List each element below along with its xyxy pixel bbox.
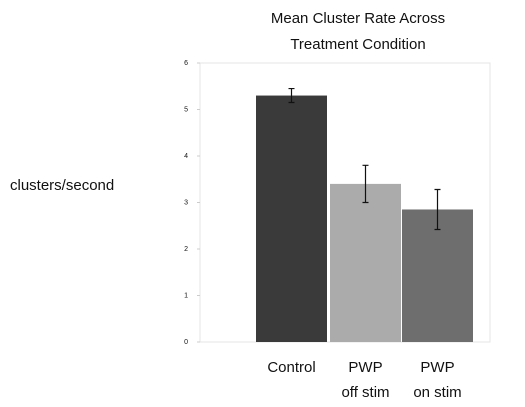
bar xyxy=(256,95,327,342)
x-tick-label: Control xyxy=(267,359,315,376)
y-tick-label: 2 xyxy=(184,246,188,253)
bar xyxy=(330,183,401,342)
y-tick-label: 5 xyxy=(184,106,188,113)
y-tick-label: 3 xyxy=(184,199,188,206)
chart-title: Mean Cluster Rate Across xyxy=(271,10,445,27)
chart-title: Treatment Condition xyxy=(290,36,425,53)
y-axis-label: clusters/second xyxy=(10,177,114,194)
error-bar xyxy=(434,188,441,231)
error-bar xyxy=(362,164,369,204)
y-tick-label: 6 xyxy=(184,60,188,67)
y-tick-label: 0 xyxy=(184,339,188,346)
bar xyxy=(402,209,473,342)
x-tick-label: PWP on stim xyxy=(413,359,461,401)
y-tick-label: 1 xyxy=(184,292,188,299)
x-tick-label: PWP off stim xyxy=(341,359,389,401)
y-tick-label: 4 xyxy=(184,153,188,160)
error-bar xyxy=(288,87,295,104)
